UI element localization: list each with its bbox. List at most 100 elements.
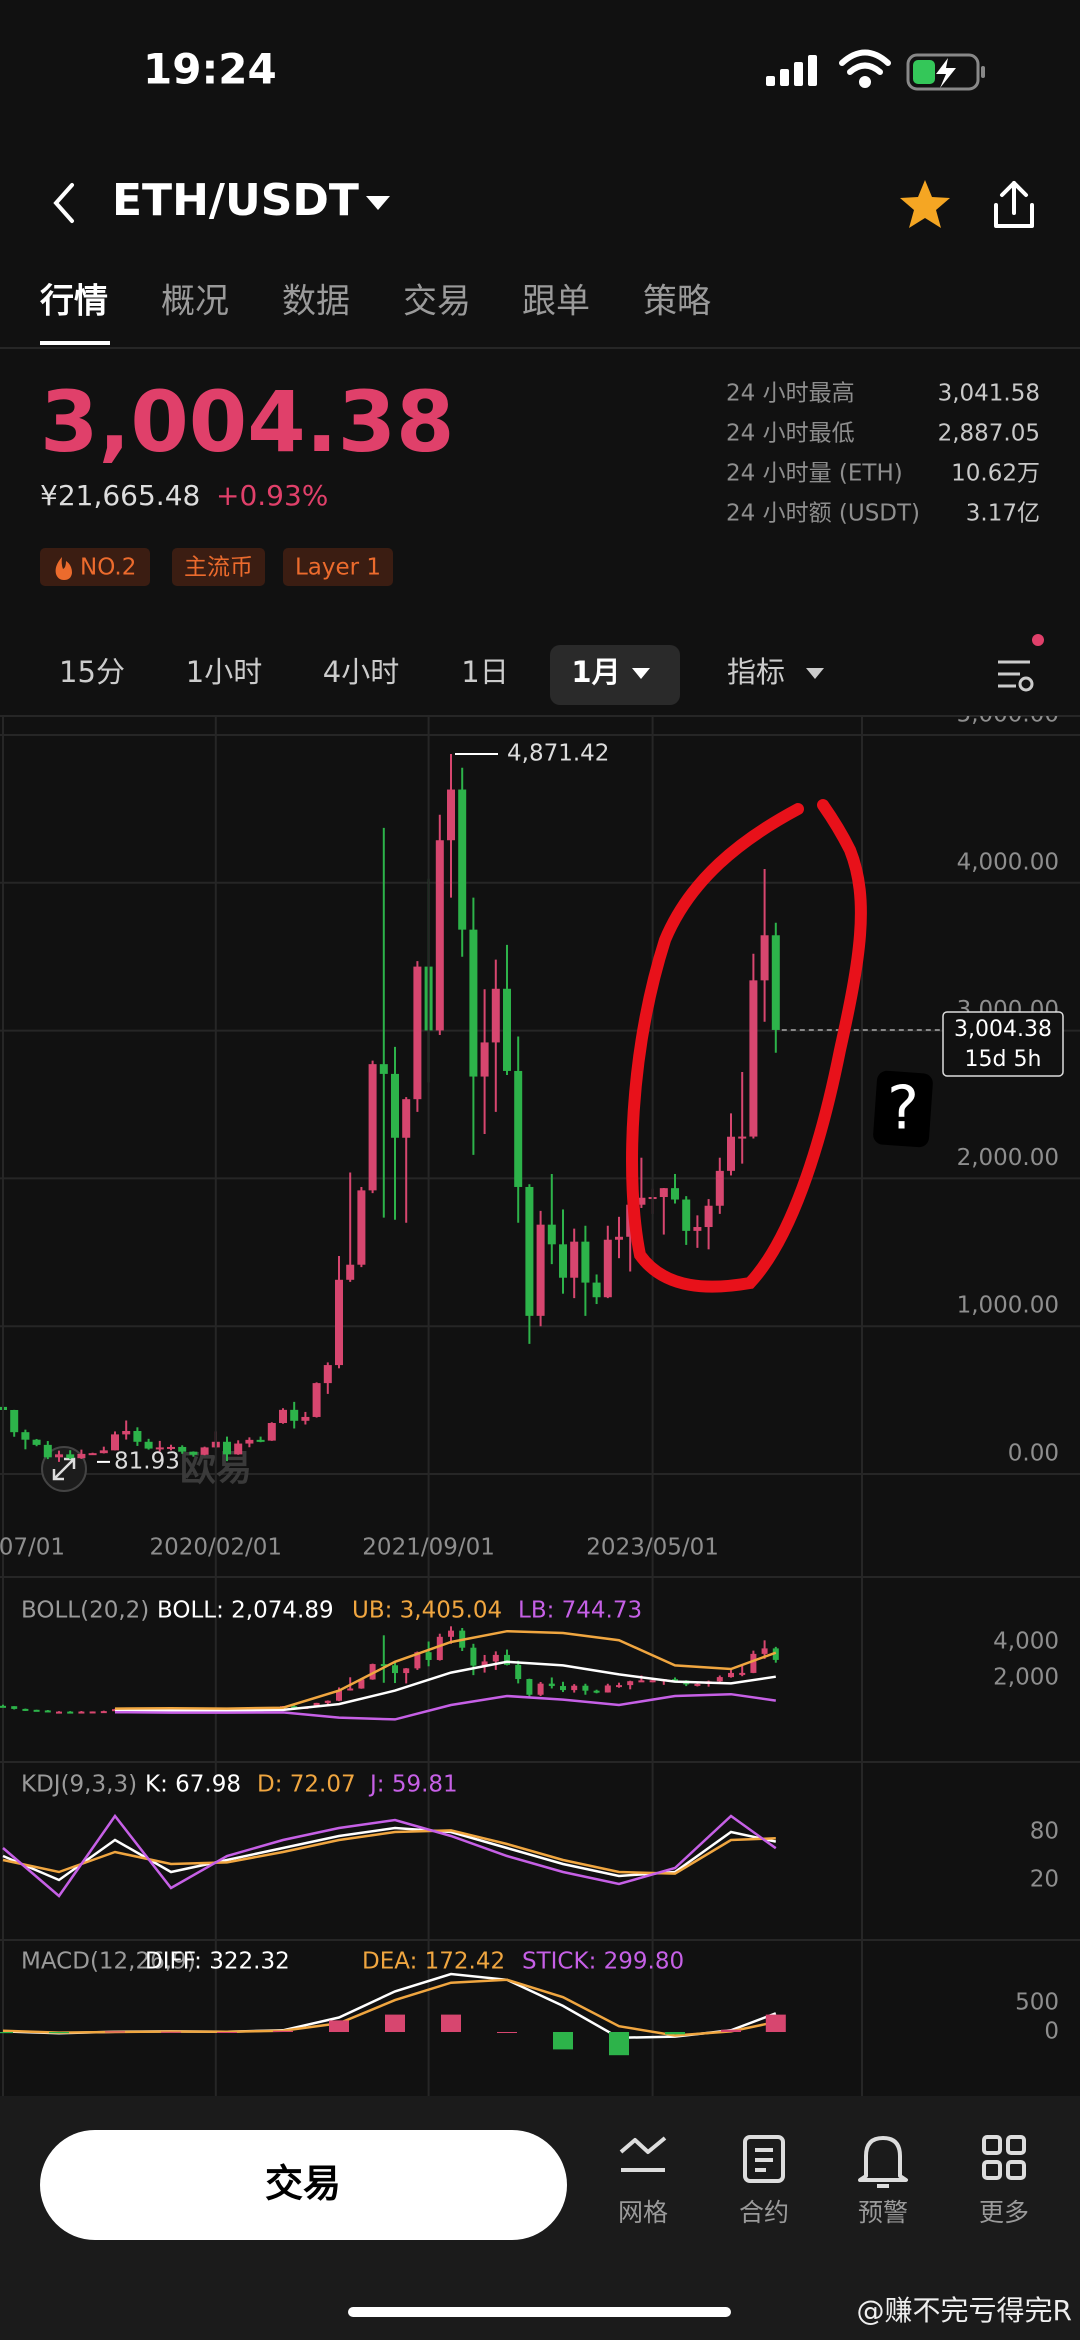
candle-body bbox=[425, 1652, 432, 1660]
timeframe[interactable]: 1日 bbox=[461, 655, 508, 689]
candle-body bbox=[189, 1451, 198, 1455]
battery-icon bbox=[906, 53, 985, 91]
tab[interactable]: 行情 bbox=[40, 282, 108, 322]
candle-body bbox=[750, 1653, 757, 1673]
tab[interactable]: 策略 bbox=[643, 282, 711, 322]
candle-body bbox=[481, 1661, 488, 1666]
tab[interactable]: 数据 bbox=[282, 282, 350, 322]
candle-body bbox=[392, 1665, 398, 1674]
candle-body bbox=[738, 1136, 747, 1139]
candle-body bbox=[67, 1711, 74, 1714]
pair-title[interactable]: ETH/USDT bbox=[112, 175, 359, 226]
indicator-line bbox=[2, 1813, 777, 1898]
chart-settings[interactable] bbox=[998, 660, 1030, 688]
timeframe-dropdown[interactable] bbox=[632, 668, 650, 679]
nav-label[interactable]: 网格 bbox=[618, 2198, 668, 2227]
candle-body bbox=[615, 1236, 623, 1240]
macd-bar bbox=[497, 2032, 517, 2033]
candle-body bbox=[89, 1711, 96, 1714]
last-price-label: 3,004.38 bbox=[954, 1017, 1052, 1042]
candle-body bbox=[200, 1447, 209, 1455]
stat-value: 2,887.05 bbox=[938, 421, 1040, 447]
x-tick-label: 2021/09/01 bbox=[362, 1535, 495, 1561]
stat-value: 10.62万 bbox=[951, 461, 1040, 487]
alert-icon[interactable] bbox=[858, 2136, 908, 2188]
candle-body bbox=[560, 1686, 566, 1691]
candle-body bbox=[133, 1430, 142, 1442]
candle-body bbox=[324, 1700, 331, 1703]
indicator-line bbox=[2, 1978, 777, 2037]
timeframe[interactable]: 4小时 bbox=[323, 655, 399, 689]
macd-bar bbox=[217, 2032, 237, 2033]
stat-value: 3.17亿 bbox=[966, 501, 1040, 527]
favorite-star[interactable] bbox=[900, 180, 950, 228]
candle-body bbox=[33, 1709, 40, 1712]
signal-icon bbox=[766, 55, 817, 86]
candle-body bbox=[536, 1224, 545, 1316]
candle-body bbox=[537, 1683, 544, 1695]
y-tick-label: 80 bbox=[1030, 1819, 1059, 1845]
candle-body bbox=[167, 1446, 175, 1449]
nav-label[interactable]: 合约 bbox=[739, 2198, 789, 2227]
candle-body bbox=[436, 1636, 443, 1660]
candle-body bbox=[301, 1416, 310, 1421]
stat-label: 24 小时额 (USDT) bbox=[726, 501, 920, 527]
candle-body bbox=[77, 1453, 86, 1459]
timeframe[interactable]: 15分 bbox=[59, 655, 125, 689]
y-tick-label: 2,000.00 bbox=[957, 1145, 1059, 1171]
timeframe[interactable]: 1小时 bbox=[186, 655, 262, 689]
min-label: 81.93 bbox=[114, 1448, 180, 1474]
pair-dropdown[interactable] bbox=[366, 196, 390, 210]
candle-body bbox=[739, 1672, 746, 1675]
timeframe-selected-bg bbox=[550, 645, 680, 705]
candle-body bbox=[771, 935, 780, 1030]
candle-body bbox=[380, 1664, 387, 1667]
candle-body bbox=[88, 1453, 97, 1456]
grid-icon[interactable] bbox=[619, 2136, 667, 2172]
tab[interactable]: 交易 bbox=[403, 282, 471, 322]
back-button[interactable] bbox=[53, 183, 74, 223]
candle-body bbox=[514, 1070, 523, 1187]
trade-button[interactable] bbox=[40, 2130, 567, 2240]
tag-bg bbox=[172, 548, 265, 586]
candle-body bbox=[694, 1683, 701, 1686]
macd-bar bbox=[441, 2014, 461, 2032]
tab[interactable]: 跟单 bbox=[522, 282, 590, 322]
share-button[interactable] bbox=[994, 181, 1034, 228]
indicator-button[interactable]: 指标 bbox=[727, 655, 785, 689]
timeframe[interactable]: 1月 bbox=[571, 655, 620, 689]
indicator-dropdown[interactable] bbox=[806, 668, 824, 679]
flame-icon bbox=[55, 557, 72, 580]
candle-body bbox=[100, 1711, 107, 1714]
candle-body bbox=[715, 1170, 724, 1206]
last-price-box bbox=[942, 1011, 1064, 1077]
candle-body bbox=[570, 1241, 579, 1278]
watermark: @赚不完亏得完R bbox=[857, 2294, 1072, 2327]
y-tick-label: 4,000.00 bbox=[957, 849, 1059, 875]
contract-icon[interactable] bbox=[743, 2135, 785, 2183]
tab[interactable]: 概况 bbox=[161, 282, 229, 322]
y-tick-label: 20 bbox=[1030, 1867, 1059, 1893]
nav-label[interactable]: 预警 bbox=[858, 2198, 908, 2227]
candle-body bbox=[704, 1205, 713, 1228]
more-icon[interactable] bbox=[982, 2135, 1002, 2155]
candle-body bbox=[491, 988, 500, 1043]
indicator-name: KDJ(9,3,3) bbox=[21, 1772, 137, 1798]
candle-body bbox=[593, 1690, 600, 1693]
candle-body bbox=[682, 1199, 691, 1231]
clock: 19:24 bbox=[143, 45, 277, 94]
candle-body bbox=[336, 1690, 342, 1701]
stat-value: 3,041.58 bbox=[938, 381, 1040, 407]
candle-body bbox=[155, 1447, 164, 1450]
max-label: 4,871.42 bbox=[507, 741, 609, 767]
candle-body bbox=[267, 1423, 276, 1441]
candle-body bbox=[627, 1681, 634, 1686]
candle-body bbox=[547, 1224, 556, 1245]
price-change: +0.93% bbox=[216, 479, 328, 512]
candle-body bbox=[637, 1197, 646, 1205]
candle-body bbox=[323, 1365, 332, 1384]
nav-label[interactable]: 更多 bbox=[979, 2198, 1029, 2227]
trade-button-label[interactable]: 交易 bbox=[265, 2162, 341, 2206]
candle-body bbox=[369, 1664, 376, 1680]
macd-bar bbox=[385, 2014, 405, 2032]
